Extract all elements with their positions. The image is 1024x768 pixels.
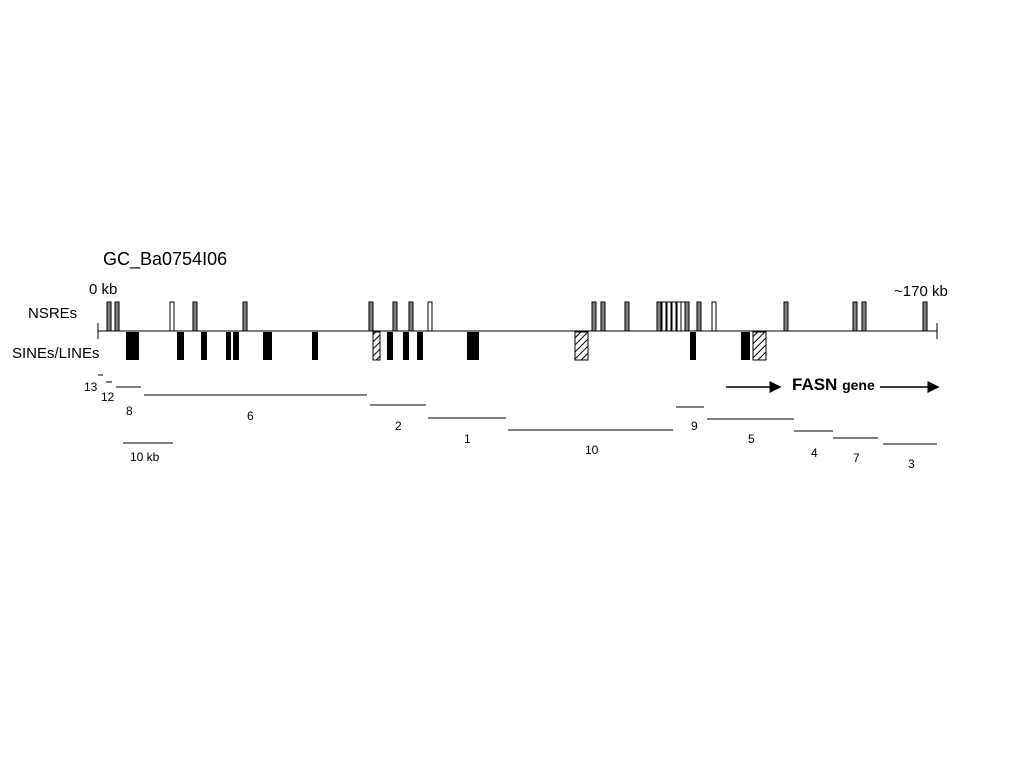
segment-label-6: 6 bbox=[247, 409, 254, 423]
nsre-element bbox=[192, 301, 198, 332]
segment-label-3: 3 bbox=[908, 457, 915, 471]
nsre-element bbox=[661, 301, 667, 332]
gene-name: FASN bbox=[792, 375, 838, 394]
nsre-element bbox=[591, 301, 597, 332]
nsre-element bbox=[922, 301, 928, 332]
sine-element bbox=[741, 332, 750, 360]
nsre-element bbox=[696, 301, 702, 332]
sine-element bbox=[467, 332, 479, 360]
nsre-element bbox=[600, 301, 606, 332]
sine-element bbox=[417, 332, 423, 360]
segment-lines bbox=[98, 374, 937, 445]
segment-label-2: 2 bbox=[395, 419, 402, 433]
nsre-element bbox=[392, 301, 398, 332]
segment-label-8: 8 bbox=[126, 404, 133, 418]
nsre-element bbox=[624, 301, 630, 332]
gene-label: FASN gene bbox=[792, 376, 875, 393]
sine-track bbox=[126, 331, 767, 361]
line-element bbox=[574, 331, 589, 361]
nsre-element bbox=[711, 301, 717, 332]
sine-track-label: SINEs/LINEs bbox=[12, 345, 100, 362]
segment-label-12: 12 bbox=[101, 390, 115, 404]
nsre-element bbox=[671, 301, 677, 332]
map-start-label: 0 kb bbox=[89, 281, 118, 298]
nsre-element bbox=[656, 301, 662, 332]
nsre-element bbox=[427, 301, 433, 332]
nsre-element bbox=[684, 301, 690, 332]
nsre-element bbox=[861, 301, 867, 332]
nsre-element bbox=[242, 301, 248, 332]
scale-bar-label: 10 kb bbox=[130, 450, 160, 464]
sine-element bbox=[403, 332, 409, 360]
nsre-element bbox=[368, 301, 374, 332]
nsre-element bbox=[666, 301, 672, 332]
sine-element bbox=[690, 332, 696, 360]
nsre-track-label: NSREs bbox=[28, 305, 78, 322]
sine-element bbox=[387, 332, 393, 360]
nsre-element bbox=[680, 301, 686, 332]
segment-label-1: 1 bbox=[464, 432, 471, 446]
nsre-element bbox=[114, 301, 120, 332]
diagram-title: GC_Ba0754I06 bbox=[103, 249, 228, 269]
line-element bbox=[372, 331, 381, 361]
segment-label-7: 7 bbox=[853, 451, 860, 465]
nsre-element bbox=[852, 301, 858, 332]
sine-element bbox=[233, 332, 239, 360]
segment-label-13: 13 bbox=[84, 380, 98, 394]
nsre-element bbox=[783, 301, 789, 332]
line-element bbox=[752, 331, 767, 361]
nsre-element bbox=[106, 301, 112, 332]
segment-label-10: 10 bbox=[585, 443, 599, 457]
sine-element bbox=[312, 332, 318, 360]
map-end-label: ~170 kb bbox=[894, 283, 948, 300]
nsre-element bbox=[169, 301, 175, 332]
sine-element bbox=[126, 332, 139, 360]
nsre-element bbox=[676, 301, 682, 332]
sine-element bbox=[177, 332, 184, 360]
sine-element bbox=[201, 332, 207, 360]
nsre-element bbox=[408, 301, 414, 332]
sine-element bbox=[226, 332, 231, 360]
segment-label-5: 5 bbox=[748, 432, 755, 446]
gene-suffix: gene bbox=[842, 377, 875, 393]
segment-label-9: 9 bbox=[691, 419, 698, 433]
segment-label-4: 4 bbox=[811, 446, 818, 460]
sine-element bbox=[263, 332, 272, 360]
nsre-track bbox=[106, 301, 928, 332]
